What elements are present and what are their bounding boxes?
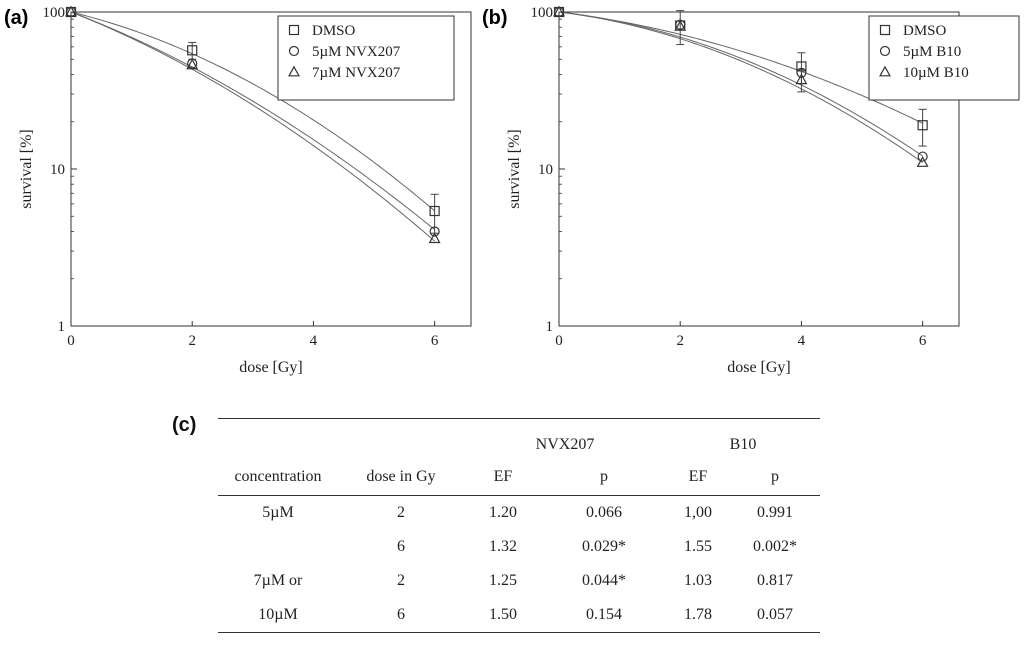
table-cell: 1,00 [684, 504, 712, 521]
table-cell: 0.002* [753, 538, 797, 555]
table-cell: 5µM [262, 504, 294, 521]
y-tick-label: 100 [531, 5, 554, 21]
y-tick-label: 10 [50, 162, 65, 178]
data-point [795, 73, 808, 85]
table-cell [218, 530, 338, 564]
table-cell: 2 [397, 504, 405, 521]
y-axis-label: survival [%] [506, 129, 523, 209]
data-point [429, 205, 440, 217]
data-point [916, 156, 929, 167]
data-point [917, 151, 928, 162]
column-header-ef-nvx207: EF [464, 459, 542, 496]
legend-marker [879, 45, 891, 57]
legend-marker [879, 24, 891, 36]
fit-curve [558, 11, 923, 163]
table-row: 7µM or 2 1.25 0.044* 1.03 0.817 [218, 564, 820, 598]
x-tick-label: 2 [676, 333, 684, 349]
y-tick-label: 10 [538, 162, 553, 178]
table-cell: 0.044* [582, 572, 626, 589]
legend-marker [879, 65, 891, 77]
table-cell: 1.25 [489, 572, 517, 589]
column-header-p-b10: p [730, 459, 820, 496]
table-cell: 0.817 [757, 572, 793, 589]
x-tick-label: 0 [555, 333, 563, 349]
fit-curve [558, 11, 923, 124]
table-cell: 6 [338, 598, 464, 633]
table-cell: 1.78 [666, 598, 730, 633]
legend-label: 10µM B10 [903, 65, 969, 81]
data-point [428, 232, 441, 244]
panel-b-legend-box [868, 15, 1020, 101]
data-point [429, 226, 440, 237]
x-tick-label: 4 [798, 333, 806, 349]
table-cell: 1.03 [684, 572, 712, 589]
legend-label: 7µM NVX207 [312, 65, 401, 81]
table-row: 5µM 2 1.20 0.066 1,00 0.991 [218, 496, 820, 531]
y-tick-label: 1 [58, 319, 66, 335]
x-tick-label: 4 [310, 333, 318, 349]
x-tick-label: 6 [431, 333, 439, 349]
y-axis-label: survival [%] [18, 129, 35, 209]
column-header-ef-b10: EF [666, 459, 730, 496]
data-point [65, 5, 77, 17]
column-header-dose: dose in Gy [338, 459, 464, 496]
table-cell: 0.057 [730, 598, 820, 633]
table-cell: 1.32 [489, 538, 517, 555]
enhancement-factor-table: NVX207 B10 concentration dose in Gy EF p… [218, 418, 820, 633]
survival-chart-panel-b: 0 2 4 6 1 10 100 dose [Gy] survival [%] DMSO 5µM B… [506, 5, 1020, 376]
table-cell: 6 [397, 538, 405, 555]
table-cell: 0.029* [582, 538, 626, 555]
legend-label: DMSO [903, 23, 947, 39]
data-point [674, 19, 687, 31]
table-cell: 10µM [218, 598, 338, 633]
x-tick-label: 0 [67, 333, 75, 349]
y-tick-label: 1 [546, 319, 554, 335]
fit-curve [70, 11, 435, 231]
column-header-concentration: concentration [218, 459, 338, 496]
data-point [187, 45, 198, 56]
panel-b-letter: (b) [482, 7, 508, 29]
table-row: 10µM 6 1.50 0.154 1.78 0.057 [218, 598, 820, 633]
legend-label: DMSO [312, 23, 356, 39]
legend-marker [288, 65, 300, 77]
table-cell: 1.50 [464, 598, 542, 633]
table-cell: 0.066 [586, 504, 622, 521]
table-cell: 0.991 [757, 504, 793, 521]
table-cell: 0.154 [542, 598, 666, 633]
x-tick-label: 2 [188, 333, 196, 349]
fit-curve [70, 11, 435, 242]
fit-curve [558, 11, 923, 157]
table-cell: 1.20 [489, 504, 517, 521]
legend-label: 5µM NVX207 [312, 44, 401, 60]
table-cell: 7µM or [253, 572, 303, 589]
panel-a-letter: (a) [4, 7, 28, 29]
y-tick-label: 100 [43, 5, 66, 21]
panel-c-letter: (c) [172, 414, 197, 436]
legend-marker [288, 24, 300, 36]
data-point [186, 58, 199, 70]
panel-a-legend-box [277, 15, 455, 101]
data-point [553, 5, 565, 17]
table-cell: 1.55 [684, 538, 712, 555]
fit-curve [70, 11, 435, 212]
column-header-p-nvx207: p [542, 459, 666, 496]
table-row: 6 1.32 0.029* 1.55 0.002* [218, 530, 820, 564]
data-point [917, 120, 928, 131]
x-tick-label: 6 [919, 333, 927, 349]
legend-marker [288, 45, 300, 57]
group-header-nvx207: NVX207 [535, 436, 595, 453]
legend-label: 5µM B10 [903, 44, 961, 60]
group-header-b10: B10 [729, 436, 757, 453]
survival-chart-panel-a: 0 2 4 6 1 10 100 dose [Gy] survival [%] DMSO 5µM N… [18, 5, 472, 376]
table-cell: 2 [397, 572, 405, 589]
x-axis-label: dose [Gy] [727, 359, 791, 376]
x-axis-label: dose [Gy] [239, 359, 303, 376]
